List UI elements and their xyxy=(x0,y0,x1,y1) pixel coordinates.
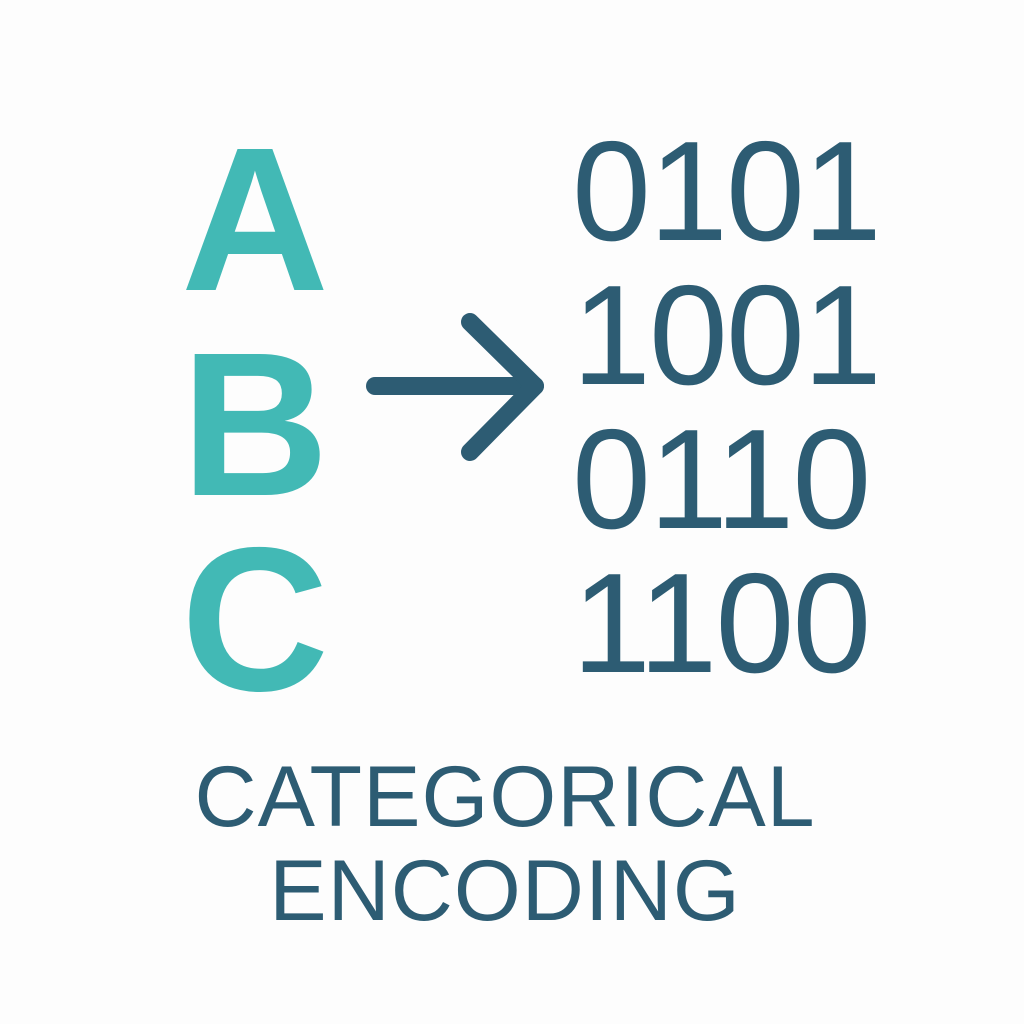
binary-code-2: 1001 xyxy=(572,256,882,415)
binary-codes: 0101 1001 0110 1100 xyxy=(572,112,882,703)
category-letter-a: A xyxy=(180,105,330,334)
caption-title: CATEGORICAL ENCODING xyxy=(0,750,1010,938)
binary-code-4: 1100 xyxy=(572,544,871,703)
caption-line-1: CATEGORICAL xyxy=(194,749,816,845)
binary-code-3: 0110 xyxy=(572,400,871,559)
category-letter-c: C xyxy=(180,505,330,734)
category-letter-b: B xyxy=(180,310,330,539)
binary-code-1: 0101 xyxy=(572,112,882,271)
category-letters: A B C xyxy=(170,105,340,734)
caption-line-2: ENCODING xyxy=(269,843,741,939)
arrow-right-icon xyxy=(366,313,544,461)
